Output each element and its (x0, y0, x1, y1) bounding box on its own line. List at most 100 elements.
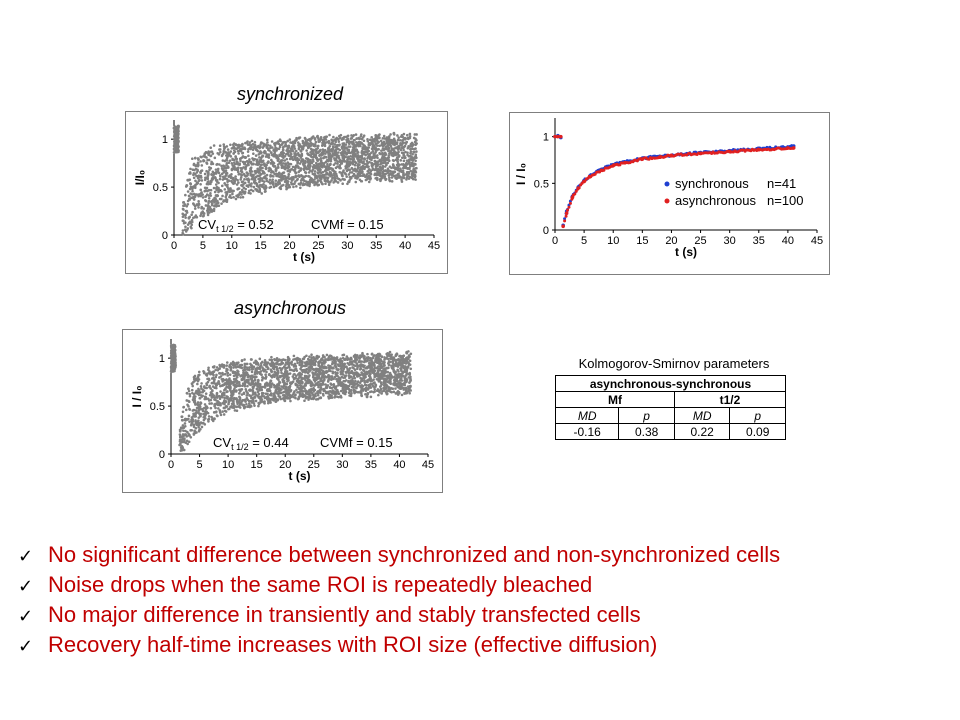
data-point (284, 179, 288, 182)
data-point (299, 156, 303, 159)
data-point (337, 383, 340, 387)
data-point (214, 176, 217, 179)
data-point (236, 170, 240, 174)
data-point (192, 412, 195, 416)
data-point (286, 166, 290, 170)
data-point (366, 139, 370, 143)
x-tick-label: 25 (694, 235, 706, 247)
data-point (335, 174, 339, 178)
x-tick-label: 15 (255, 240, 267, 252)
data-point (339, 151, 343, 155)
data-point (197, 428, 201, 432)
data-point (330, 150, 334, 153)
data-point (373, 156, 376, 159)
data-point (377, 148, 380, 151)
data-point (245, 171, 249, 174)
y-tick-label: 0 (543, 225, 549, 237)
data-point (370, 360, 374, 363)
data-point (391, 163, 395, 166)
data-point (289, 162, 293, 166)
data-point (236, 166, 240, 169)
data-point (170, 349, 174, 352)
data-point (410, 156, 414, 159)
data-point (339, 179, 342, 182)
data-point (388, 135, 391, 138)
data-point (287, 177, 291, 181)
data-point (329, 382, 333, 386)
data-point (388, 178, 391, 182)
data-point (190, 196, 194, 200)
data-point (186, 202, 190, 206)
data-point (213, 204, 217, 207)
data-point (375, 176, 378, 180)
data-point (248, 141, 252, 144)
data-point (277, 180, 281, 183)
data-point (367, 174, 371, 178)
data-point (209, 406, 213, 410)
data-point (196, 203, 200, 207)
data-point (319, 171, 323, 175)
data-point (389, 133, 392, 136)
data-point (239, 147, 242, 151)
data-point (300, 160, 303, 163)
data-point (334, 138, 338, 142)
data-point (354, 133, 358, 136)
mean-curves-chart: 0 5 10 15 20 25 30 35 40 45 0 0.5 1 t (s) I / I₀ synchr… (509, 112, 830, 275)
y-axis-label: I / I₀ (514, 163, 528, 185)
data-point (321, 142, 325, 146)
data-point (275, 154, 279, 157)
data-point (341, 153, 345, 157)
data-point (280, 184, 284, 187)
data-point (284, 176, 287, 180)
data-point (278, 186, 282, 190)
data-point (196, 157, 200, 160)
scatter-points (172, 124, 418, 236)
data-point (226, 190, 229, 194)
data-point (201, 193, 204, 196)
data-point (370, 161, 374, 165)
data-point (206, 189, 209, 193)
data-point (214, 384, 218, 387)
data-point (184, 216, 187, 219)
data-point (170, 352, 174, 356)
data-point (306, 157, 310, 161)
data-point (246, 150, 250, 153)
data-point (354, 169, 357, 173)
data-point (298, 162, 302, 165)
data-point (229, 175, 232, 178)
data-point (326, 176, 330, 180)
data-point (304, 379, 307, 382)
data-point (566, 208, 570, 212)
data-point (304, 159, 307, 163)
data-point (171, 357, 174, 361)
data-point (197, 206, 200, 209)
data-point (301, 145, 304, 149)
data-point (307, 174, 310, 178)
data-point (224, 195, 228, 199)
data-point (409, 150, 413, 153)
y-tick-label: 1 (159, 353, 165, 365)
data-point (287, 144, 291, 148)
data-point (327, 139, 331, 143)
data-point (207, 196, 211, 200)
data-point (387, 158, 391, 162)
data-point (297, 146, 301, 149)
data-point (382, 134, 386, 138)
data-point (317, 385, 320, 389)
data-point (192, 423, 196, 427)
synchronized-title: synchronized (236, 84, 344, 104)
data-point (256, 149, 259, 153)
data-point (357, 144, 361, 148)
data-point (254, 154, 258, 157)
data-point (292, 168, 296, 172)
data-point (407, 389, 410, 393)
data-point (206, 177, 210, 181)
data-point (325, 366, 328, 370)
data-point (250, 370, 254, 374)
scatter-points (169, 343, 413, 452)
data-point (371, 165, 374, 168)
data-point (191, 189, 194, 193)
data-point (255, 375, 258, 379)
